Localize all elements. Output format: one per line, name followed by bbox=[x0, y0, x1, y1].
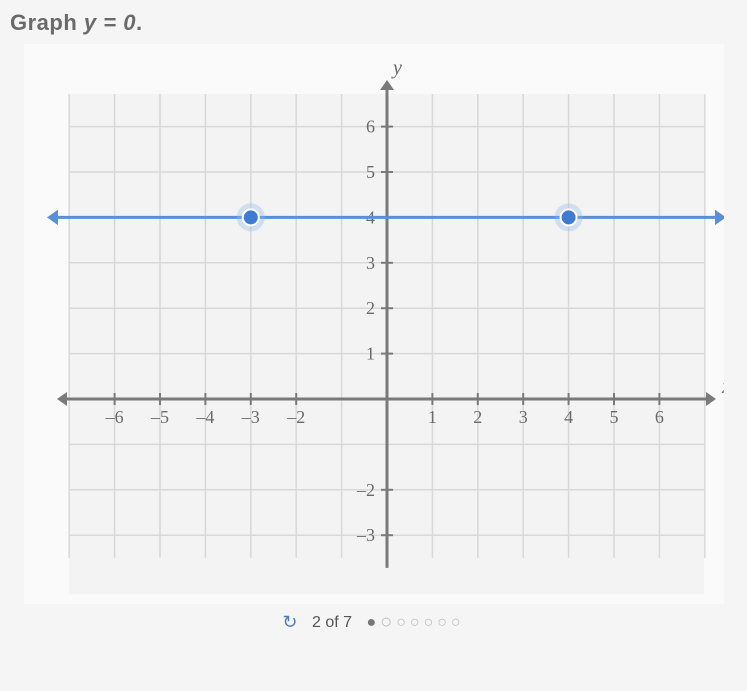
coordinate-grid[interactable]: yx–6–5–4–3–2123456123456–2–3 bbox=[24, 44, 724, 604]
y-tick-label: 5 bbox=[366, 162, 375, 182]
x-tick-label: 4 bbox=[564, 407, 573, 427]
x-tick-label: –5 bbox=[150, 407, 169, 427]
x-tick-label: –4 bbox=[195, 407, 214, 427]
y-tick-label: 3 bbox=[366, 253, 375, 273]
title-equation: y = 0 bbox=[84, 10, 136, 35]
y-tick-label: –3 bbox=[356, 525, 375, 545]
y-tick-label: 6 bbox=[366, 117, 375, 137]
x-tick-label: 2 bbox=[473, 407, 482, 427]
x-tick-label: –6 bbox=[104, 407, 123, 427]
y-tick-label: –2 bbox=[356, 480, 375, 500]
chart-container: yx–6–5–4–3–2123456123456–2–3 bbox=[24, 44, 724, 604]
progress-dots: ●○○○○○○ bbox=[366, 614, 464, 631]
plotted-point[interactable] bbox=[242, 209, 258, 225]
x-tick-label: 1 bbox=[427, 407, 436, 427]
progress-bar: ↻ 2 of 7 ●○○○○○○ bbox=[10, 610, 737, 633]
plotted-point[interactable] bbox=[560, 209, 576, 225]
x-tick-label: 5 bbox=[609, 407, 618, 427]
x-tick-label: –3 bbox=[240, 407, 259, 427]
x-tick-label: 3 bbox=[518, 407, 527, 427]
reset-icon[interactable]: ↻ bbox=[282, 612, 297, 633]
page-title: Graph y = 0. bbox=[10, 10, 737, 36]
title-prefix: Graph bbox=[10, 10, 84, 35]
x-tick-label: 6 bbox=[654, 407, 663, 427]
x-tick-label: –2 bbox=[286, 407, 305, 427]
x-axis-label: x bbox=[721, 376, 724, 398]
y-tick-label: 2 bbox=[366, 298, 375, 318]
y-tick-label: 1 bbox=[366, 344, 375, 364]
title-suffix: . bbox=[136, 10, 143, 35]
progress-label: 2 of 7 bbox=[312, 614, 352, 631]
y-axis-label: y bbox=[391, 57, 402, 79]
